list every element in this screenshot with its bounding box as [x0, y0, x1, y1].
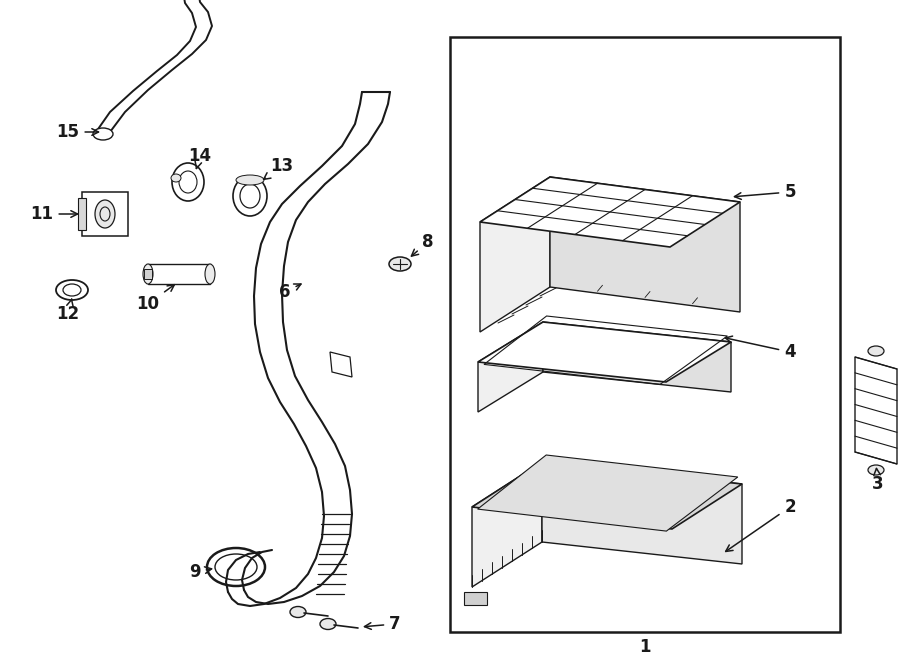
Ellipse shape	[236, 175, 264, 185]
Ellipse shape	[56, 280, 88, 300]
Ellipse shape	[389, 257, 411, 271]
Text: 8: 8	[411, 233, 434, 256]
Text: 12: 12	[57, 299, 79, 323]
Text: 10: 10	[137, 285, 175, 313]
Text: 11: 11	[31, 205, 77, 223]
Bar	[450, 37, 840, 632]
Ellipse shape	[171, 174, 181, 182]
Ellipse shape	[868, 465, 884, 475]
Text: 14: 14	[188, 147, 212, 169]
Polygon shape	[472, 462, 542, 587]
Text: 2: 2	[725, 498, 796, 551]
Polygon shape	[472, 462, 742, 529]
Ellipse shape	[207, 548, 265, 586]
Ellipse shape	[205, 264, 215, 284]
Polygon shape	[78, 198, 86, 230]
Polygon shape	[148, 264, 210, 284]
Polygon shape	[542, 462, 742, 564]
Polygon shape	[330, 352, 352, 377]
Polygon shape	[144, 269, 152, 279]
Polygon shape	[480, 177, 740, 247]
Polygon shape	[543, 322, 731, 392]
Ellipse shape	[290, 606, 306, 618]
Ellipse shape	[93, 128, 113, 140]
Ellipse shape	[95, 200, 115, 228]
Text: 4: 4	[725, 336, 796, 361]
Ellipse shape	[143, 264, 153, 284]
Ellipse shape	[172, 163, 204, 201]
Text: 13: 13	[264, 157, 293, 179]
Polygon shape	[478, 455, 738, 531]
Polygon shape	[478, 322, 543, 412]
Ellipse shape	[233, 176, 267, 216]
Text: 3: 3	[872, 469, 884, 493]
Polygon shape	[480, 177, 550, 332]
Polygon shape	[855, 357, 897, 464]
Text: 5: 5	[734, 183, 796, 201]
Ellipse shape	[320, 618, 336, 630]
Polygon shape	[464, 592, 487, 605]
Polygon shape	[82, 192, 128, 236]
Text: 7: 7	[364, 615, 400, 633]
Polygon shape	[478, 322, 731, 382]
Polygon shape	[550, 177, 740, 312]
Text: 1: 1	[639, 638, 651, 656]
Ellipse shape	[868, 346, 884, 356]
Text: 6: 6	[279, 283, 301, 301]
Text: 9: 9	[189, 563, 212, 581]
Text: 15: 15	[57, 123, 98, 141]
